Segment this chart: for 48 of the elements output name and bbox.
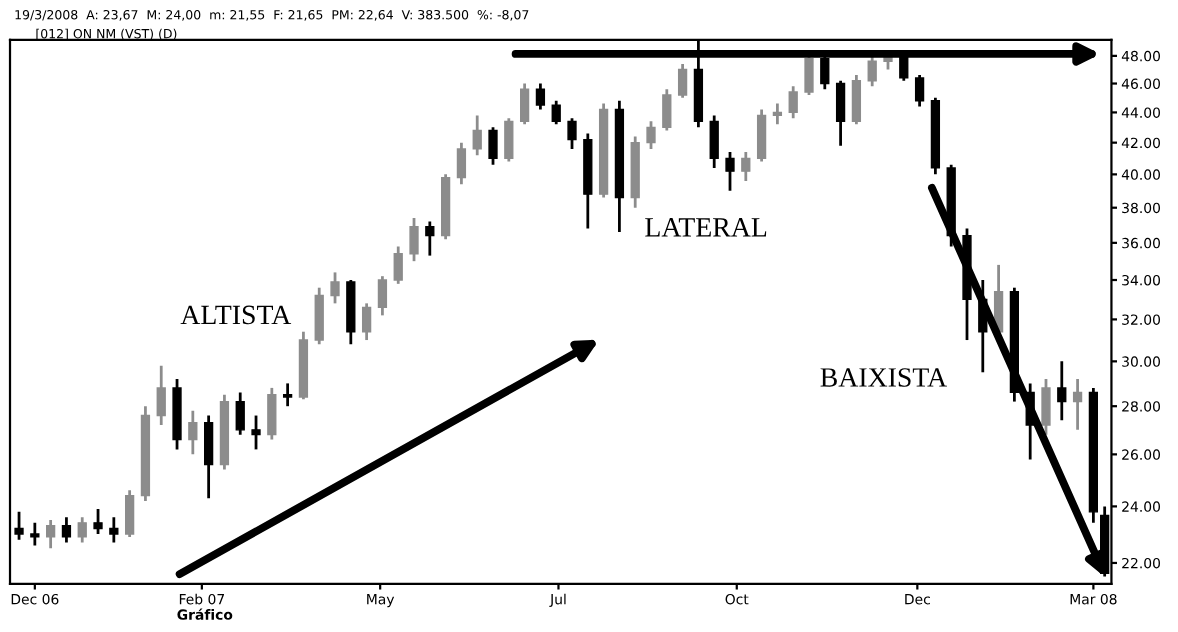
candlestick [93,507,103,536]
candlestick [567,116,577,151]
candlestick [1072,377,1083,432]
candlestick [377,274,388,317]
candlestick [267,386,277,441]
candlestick [519,82,530,126]
candlestick [361,301,372,342]
candlestick [851,73,862,126]
candlestick [456,141,467,186]
candlestick [235,391,245,437]
annotation: LATERAL [645,218,767,237]
candlestick [45,518,56,550]
candlestick [393,245,403,286]
candlestick [314,286,324,346]
candlestick [330,271,340,305]
candlestick [425,220,435,258]
candlestick [551,99,561,126]
candlestick [756,108,767,163]
candlestick [77,515,87,544]
candlestick [504,116,514,163]
candlestick [772,102,783,126]
candlestick [741,150,751,183]
candlestick [835,79,846,148]
candlestick [488,125,498,167]
candlestick [156,364,166,427]
candlestick [677,62,688,100]
annotation: ALTISTA [180,305,292,325]
candlestick [725,150,735,193]
candlestick [867,54,877,88]
candlestick [124,488,135,539]
candlestick [662,87,672,132]
candlestick [30,521,40,547]
candlestick [1057,359,1067,422]
candlestick [472,113,482,157]
candlestick [914,73,925,108]
annotation: BAIXISTA [820,368,947,387]
candlestick [251,414,261,451]
candlestick [282,382,293,408]
candlestick [61,515,72,544]
candlestick [1041,377,1051,437]
candlestick [709,113,719,170]
candlestick [409,216,419,263]
candlestick [109,515,119,544]
candlestick [646,119,656,151]
candlestick [188,409,198,456]
candlestick [788,84,798,120]
candlestick [203,414,214,500]
candlestick [535,82,546,111]
